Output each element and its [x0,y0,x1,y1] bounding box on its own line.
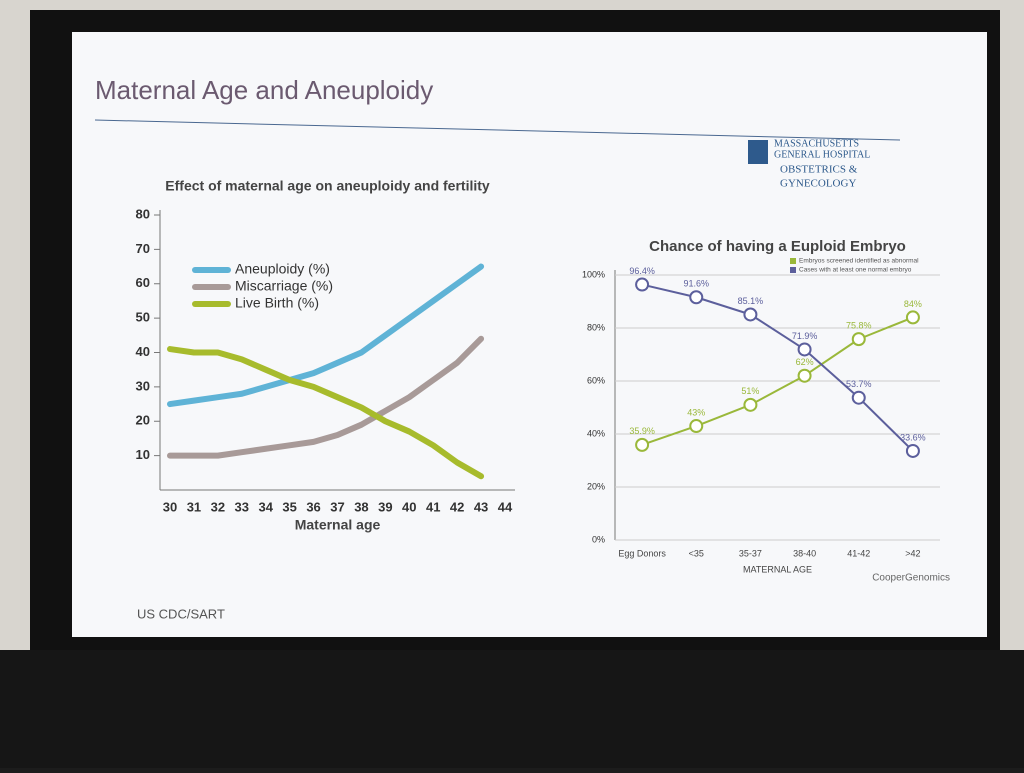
x-tick-label: 33 [235,499,249,514]
x-tick-label: Egg Donors [618,548,666,558]
x-tick-label: 31 [187,499,201,514]
marker [635,277,650,292]
y-tick-label: 50 [136,310,150,325]
x-tick-label: <35 [689,548,704,558]
x-tick-label: >42 [905,548,920,558]
curtain [0,650,1024,768]
x-tick-label: 40 [402,499,416,514]
y-tick-label: 70 [136,241,150,256]
value-label: 96.4% [629,266,655,276]
value-label: 43% [687,407,705,417]
value-label: 33.6% [900,432,926,442]
marker [689,419,704,434]
x-tick-label: 42 [450,499,464,514]
series-line [167,335,485,459]
marker [905,310,920,325]
value-label: 84% [904,299,922,309]
y-tick-label: 40% [587,428,605,438]
marker [797,368,812,383]
logo-shield [748,140,768,164]
x-tick-label: 35-37 [739,548,762,558]
logo-text: GENERAL HOSPITAL [774,149,870,160]
x-tick-label: 44 [498,499,513,514]
chart-title: Effect of maternal age on aneuploidy and… [165,178,490,194]
x-tick-label: 36 [306,499,320,514]
legend-label: Miscarriage (%) [235,278,333,294]
logo-text: OBSTETRICS & [780,164,858,176]
legend-swatch [790,267,796,273]
y-tick-label: 20% [587,481,605,491]
value-label: 85.1% [738,296,764,306]
x-axis-label: Maternal age [295,517,381,533]
source: US CDC/SART [137,606,225,621]
y-tick-label: 80% [587,322,605,332]
x-tick-label: 38-40 [793,548,816,558]
y-tick-label: 80 [136,206,150,221]
x-tick-label: 39 [378,499,392,514]
value-label: 35.9% [629,426,655,436]
marker [743,307,758,322]
x-tick-label: 43 [474,499,488,514]
x-tick-label: 34 [258,499,273,514]
marker [689,290,704,305]
logo-text: MASSACHUSETTS [774,138,859,149]
marker [905,443,920,458]
x-tick-label: 32 [211,499,225,514]
y-tick-label: 60 [136,275,150,290]
y-tick-label: 20 [136,413,150,428]
x-tick-label: 35 [282,499,296,514]
legend-swatch [790,258,796,264]
marker [797,342,812,357]
y-tick-label: 0% [592,534,605,544]
legend-label: Cases with at least one normal embryo [799,267,912,274]
title-rule [94,119,901,141]
marker [635,437,650,452]
y-tick-label: 60% [587,375,605,385]
value-label: 51% [741,386,759,396]
x-tick-label: 37 [330,499,344,514]
logo-text: GYNECOLOGY [780,178,856,190]
y-tick-label: 40 [136,344,150,359]
credit: CooperGenomics [872,573,950,584]
series-line [167,263,485,408]
value-label: 91.6% [683,279,709,289]
marker [851,390,866,405]
legend-label: Live Birth (%) [235,295,319,311]
y-tick-label: 100% [582,269,605,279]
x-axis-label: MATERNAL AGE [743,564,812,574]
marker [851,332,866,347]
value-label: 71.9% [792,331,818,341]
value-label: 53.7% [846,379,872,389]
series-line [641,316,914,446]
legend-label: Aneuploidy (%) [235,261,330,277]
marker [743,397,758,412]
x-tick-label: 41 [426,499,440,514]
y-tick-label: 30 [136,378,150,393]
slide [72,32,987,637]
slide-title: Maternal Age and Aneuploidy [95,75,433,105]
chart-title: Chance of having a Euploid Embryo [649,238,906,255]
series-line [167,346,485,480]
x-tick-label: 41-42 [847,548,870,558]
series-line [641,283,914,452]
value-label: 75.8% [846,321,872,331]
value-label: 62% [796,357,814,367]
x-tick-label: 38 [354,499,368,514]
x-tick-label: 30 [163,499,177,514]
y-tick-label: 10 [136,447,150,462]
legend-label: Embryos screened identified as abnormal [799,258,919,265]
